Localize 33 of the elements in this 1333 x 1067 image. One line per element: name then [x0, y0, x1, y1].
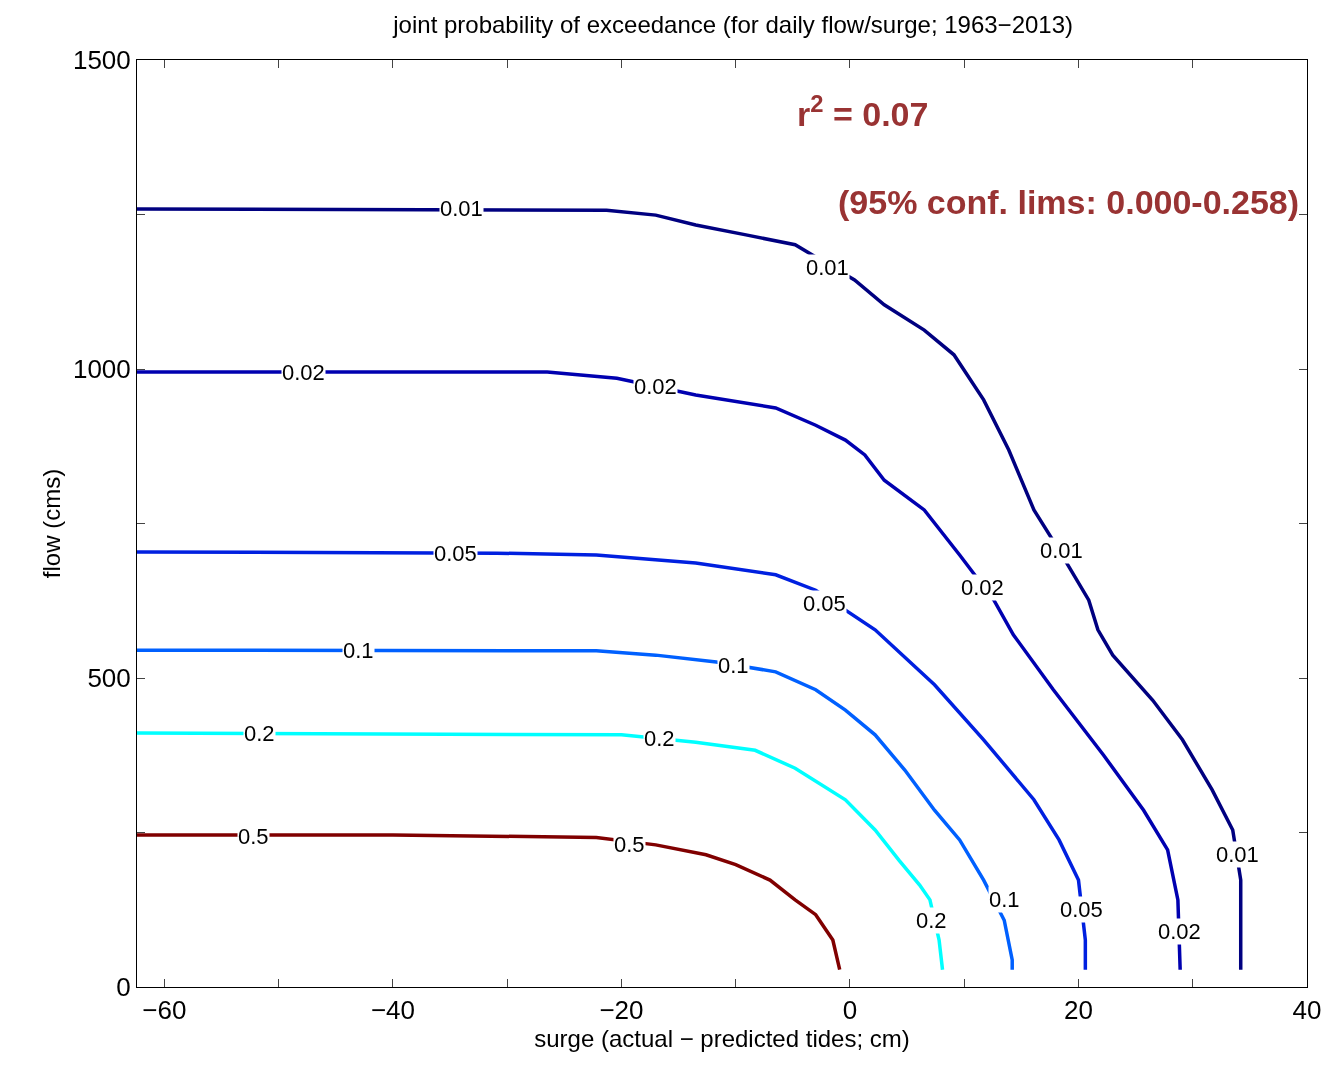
annotation: 0.05 — [803, 591, 846, 616]
x-tick-label: 20 — [1064, 995, 1093, 1026]
annotation: 0.2 — [644, 726, 675, 751]
annotation: 0.05 — [1060, 897, 1103, 922]
annotation: 0.1 — [343, 638, 374, 663]
annotation: 0.5 — [614, 832, 645, 857]
x-tick-label: 40 — [1292, 995, 1322, 1026]
annotation: 0.02 — [282, 360, 325, 385]
annotation: 0.02 — [961, 575, 1004, 600]
y-tick-label: 0 — [116, 972, 131, 1003]
annotation: 0.02 — [634, 374, 677, 399]
annotation: 0.5 — [238, 824, 269, 849]
x-tick-label: −20 — [599, 995, 644, 1026]
chart-title: joint probability of exceedance (for daily flow/surge; 1963−2013) — [392, 10, 1074, 38]
y-tick-label: 500 — [87, 663, 131, 694]
x-tick-label: 0 — [842, 995, 858, 1026]
annotation: 0.1 — [989, 887, 1020, 912]
annotation: 0.1 — [718, 653, 749, 678]
annotation: 0.2 — [244, 721, 275, 746]
annotation: 0.01 — [1216, 842, 1259, 867]
y-axis-title: flow (cms) — [38, 468, 66, 579]
annotation: 0.05 — [434, 541, 477, 566]
x-axis-title: surge (actual − predicted tides; cm) — [534, 1025, 910, 1053]
annotation: 0.02 — [1158, 919, 1201, 944]
annotation: r$^{2}$ = 0.07 — [797, 90, 929, 134]
y-tick-label: 1000 — [72, 354, 131, 385]
y-tick-label: 1500 — [72, 45, 131, 76]
annotation: (95% conf. lims: 0.000-0.258) — [838, 183, 1300, 221]
x-tick-label: −40 — [370, 995, 415, 1026]
annotation: 0.01 — [440, 196, 483, 221]
annotation: 0.01 — [806, 255, 849, 280]
annotation: 0.2 — [916, 908, 947, 933]
x-tick-label: −60 — [142, 995, 187, 1026]
